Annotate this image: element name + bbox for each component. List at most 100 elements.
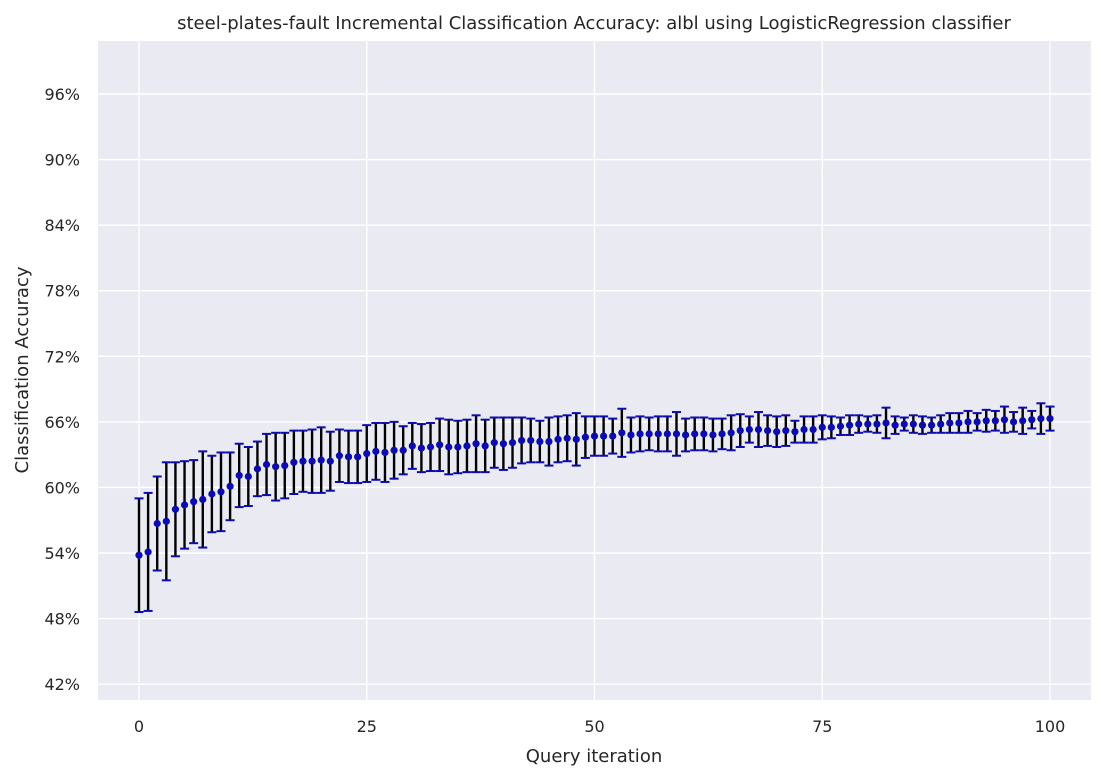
data-point bbox=[372, 447, 380, 455]
chart-title: steel-plates-fault Incremental Classific… bbox=[177, 13, 1011, 34]
data-point bbox=[518, 436, 526, 445]
data-point bbox=[827, 423, 835, 431]
data-point bbox=[900, 420, 908, 428]
data-point bbox=[499, 440, 507, 448]
data-point bbox=[190, 498, 198, 506]
data-point bbox=[226, 482, 234, 490]
data-point bbox=[144, 548, 152, 556]
data-point bbox=[399, 446, 407, 454]
data-point bbox=[408, 442, 416, 450]
data-point bbox=[627, 431, 635, 439]
data-point bbox=[937, 420, 945, 428]
data-point bbox=[955, 419, 963, 427]
data-point bbox=[199, 495, 207, 504]
data-point bbox=[153, 519, 161, 528]
data-point bbox=[727, 429, 735, 437]
data-point bbox=[335, 452, 344, 460]
data-point bbox=[718, 430, 726, 438]
data-point bbox=[217, 488, 225, 496]
data-point bbox=[654, 430, 662, 438]
data-point bbox=[290, 458, 298, 466]
y-tick-label: 90% bbox=[44, 151, 80, 170]
x-tick-label: 50 bbox=[584, 717, 604, 736]
data-point bbox=[973, 418, 981, 426]
data-point bbox=[554, 435, 562, 443]
data-point bbox=[272, 463, 280, 471]
data-point bbox=[763, 427, 772, 435]
data-point bbox=[1037, 414, 1045, 423]
x-axis-label: Query iteration bbox=[526, 746, 662, 767]
data-point bbox=[773, 428, 781, 436]
data-point bbox=[463, 442, 471, 450]
y-tick-label: 96% bbox=[44, 85, 80, 104]
data-point bbox=[344, 453, 353, 461]
data-point bbox=[700, 430, 708, 438]
data-point bbox=[672, 430, 681, 438]
data-point bbox=[262, 460, 271, 469]
y-tick-label: 78% bbox=[44, 282, 80, 301]
data-point bbox=[563, 434, 571, 442]
x-tick-label: 25 bbox=[357, 717, 377, 736]
data-point bbox=[390, 446, 398, 454]
data-point bbox=[208, 490, 216, 498]
data-point bbox=[818, 423, 826, 431]
data-point bbox=[636, 430, 644, 438]
data-point bbox=[180, 501, 189, 509]
data-point bbox=[745, 425, 753, 434]
data-point bbox=[281, 461, 289, 470]
data-point bbox=[536, 437, 544, 446]
data-point bbox=[809, 425, 817, 434]
data-point bbox=[600, 432, 608, 440]
data-point bbox=[545, 437, 553, 446]
data-point bbox=[508, 439, 517, 447]
data-point bbox=[171, 505, 180, 513]
data-point bbox=[1000, 416, 1009, 424]
data-point bbox=[927, 421, 936, 429]
data-point bbox=[736, 427, 744, 435]
data-point bbox=[244, 472, 252, 481]
data-point bbox=[472, 440, 480, 448]
data-point bbox=[855, 420, 863, 428]
y-tick-label: 60% bbox=[44, 478, 80, 497]
data-point bbox=[800, 425, 808, 434]
data-point bbox=[590, 432, 599, 440]
data-point bbox=[417, 444, 426, 452]
data-point bbox=[982, 417, 990, 425]
data-point bbox=[135, 551, 143, 559]
data-point bbox=[946, 419, 954, 427]
data-point bbox=[845, 421, 854, 429]
data-point bbox=[864, 420, 872, 428]
data-point bbox=[436, 441, 444, 449]
y-tick-label: 84% bbox=[44, 216, 80, 235]
data-point bbox=[317, 456, 325, 464]
data-point bbox=[991, 417, 999, 425]
data-point bbox=[308, 457, 316, 465]
data-point bbox=[581, 433, 589, 441]
data-point bbox=[782, 427, 790, 435]
data-point bbox=[891, 421, 899, 429]
data-point bbox=[873, 420, 881, 428]
y-tick-label: 72% bbox=[44, 347, 80, 366]
y-axis-label: Classification Accuracy bbox=[12, 266, 33, 473]
data-point bbox=[426, 443, 435, 451]
data-point bbox=[490, 439, 498, 447]
data-point bbox=[1009, 418, 1018, 426]
data-point bbox=[445, 443, 453, 451]
data-point bbox=[836, 422, 845, 430]
y-tick-label: 42% bbox=[44, 675, 80, 694]
data-point bbox=[235, 471, 243, 480]
data-point bbox=[162, 517, 170, 525]
data-point bbox=[691, 430, 699, 438]
data-point bbox=[381, 448, 389, 457]
data-point bbox=[791, 428, 799, 436]
data-point bbox=[645, 430, 653, 438]
data-point bbox=[618, 429, 626, 437]
data-point bbox=[299, 457, 307, 465]
data-point bbox=[454, 443, 462, 451]
x-tick-label: 0 bbox=[134, 717, 144, 736]
data-point bbox=[527, 436, 535, 445]
y-tick-label: 48% bbox=[44, 610, 80, 629]
data-point bbox=[754, 425, 763, 434]
data-point bbox=[363, 449, 371, 458]
